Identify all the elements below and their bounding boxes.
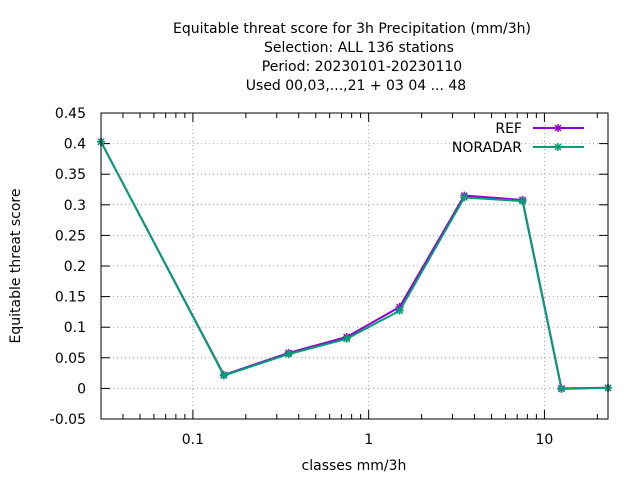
- legend-label: REF: [495, 121, 522, 137]
- marker-stroke: [557, 385, 565, 393]
- y-tick-label: 0.1: [64, 320, 86, 336]
- tick-labels: -0.05 0 0.05 0.1 0.15 0.2 0.25 0.3 0.35 0.4 0.45 0.…: [50, 106, 554, 448]
- series-ref: [97, 137, 612, 393]
- y-tick-label: 0.35: [55, 167, 86, 183]
- x-tick-label: 10: [536, 432, 554, 448]
- data-point: [518, 197, 527, 206]
- chart-title: Equitable threat score for 3h Precipitat…: [173, 21, 531, 94]
- marker-stroke: [343, 335, 351, 343]
- marker-stroke: [518, 197, 526, 205]
- y-tick-label: 0.3: [64, 198, 86, 214]
- marker-stroke: [220, 372, 228, 380]
- x-tick-label: 1: [364, 432, 373, 448]
- y-tick-label: 0.2: [64, 259, 86, 275]
- chart-title-line-1: Equitable threat score for 3h Precipitat…: [173, 21, 531, 37]
- marker-stroke: [284, 350, 293, 358]
- marker-stroke: [460, 193, 468, 201]
- data-point: [460, 193, 469, 202]
- y-tick-label: -0.05: [50, 412, 86, 428]
- y-tick-label: 0.15: [55, 290, 86, 306]
- legend-item-noradar: NORADAR: [452, 140, 584, 156]
- legend-item-ref: REF: [495, 121, 584, 137]
- chart-title-line-3: Period: 20230101-20230110: [262, 59, 462, 75]
- series-line: [100, 141, 609, 391]
- data-point: [342, 334, 351, 343]
- chart-title-line-4: Used 00,03,...,21 + 03 04 ... 48: [246, 78, 466, 94]
- y-axis-label: Equitable threat score: [8, 189, 24, 344]
- data-point: [557, 385, 566, 394]
- grid-lines: [101, 113, 608, 419]
- legend-label: NORADAR: [452, 140, 522, 156]
- marker-stroke: [554, 124, 562, 132]
- y-tick-label: 0.4: [64, 137, 86, 153]
- data-point: [219, 371, 228, 380]
- plot-frame: [100, 112, 609, 420]
- legend-marker: [554, 124, 562, 132]
- series-line: [100, 141, 609, 390]
- y-tick-label: 0: [77, 381, 86, 397]
- y-tick-label: 0.25: [55, 228, 86, 244]
- x-axis-label: classes mm/3h: [302, 458, 407, 474]
- data-point: [284, 350, 293, 359]
- x-tick-label: 0.1: [182, 432, 204, 448]
- legend: REF NORADAR: [452, 121, 584, 156]
- marker-stroke: [396, 307, 404, 315]
- marker-stroke: [554, 143, 562, 151]
- series-layer: [97, 137, 612, 394]
- legend-marker: [554, 143, 562, 151]
- data-point: [395, 306, 404, 315]
- y-tick-label: 0.05: [55, 351, 86, 367]
- y-tick-label: 0.45: [55, 106, 86, 122]
- series-noradar: [97, 137, 612, 394]
- chart-title-line-2: Selection: ALL 136 stations: [264, 40, 454, 56]
